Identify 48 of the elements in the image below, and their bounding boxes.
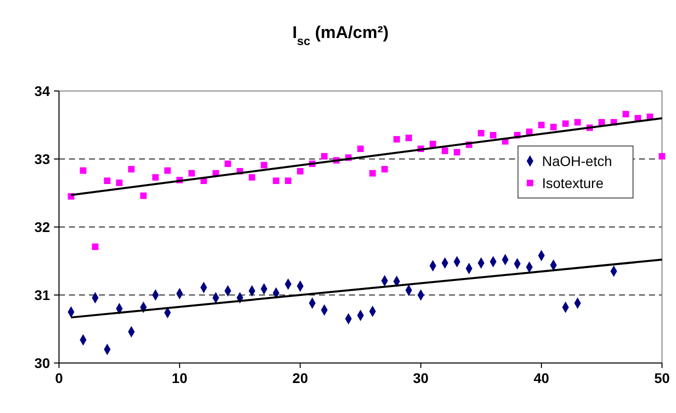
point xyxy=(381,166,388,172)
point xyxy=(357,146,364,152)
x-tick-label: 20 xyxy=(292,370,308,386)
point xyxy=(80,167,86,174)
x-tick-label: 30 xyxy=(413,370,429,386)
chart-title: I$_{sc}$ (mA/cm²) xyxy=(292,23,389,48)
point xyxy=(442,148,448,154)
x-tick-label: 10 xyxy=(172,370,188,386)
point xyxy=(598,119,605,126)
y-tick-label: 30 xyxy=(34,354,50,371)
x-tick-label: 40 xyxy=(534,370,550,386)
point xyxy=(321,153,328,160)
y-tick-label: 34 xyxy=(34,82,50,99)
y-tick-label: 33 xyxy=(34,150,50,167)
point xyxy=(406,134,412,142)
point xyxy=(478,130,484,136)
point xyxy=(562,120,569,127)
point xyxy=(104,178,110,184)
point xyxy=(272,178,280,184)
point xyxy=(224,160,232,167)
point xyxy=(188,170,195,177)
point xyxy=(284,178,292,184)
legend-label: Isotexture xyxy=(542,174,604,191)
point xyxy=(260,162,268,168)
point xyxy=(490,132,496,138)
y-tick-label: 31 xyxy=(34,286,50,303)
point xyxy=(152,174,159,181)
point xyxy=(116,180,123,186)
point xyxy=(369,170,376,177)
point xyxy=(430,140,436,148)
point xyxy=(296,168,304,174)
point xyxy=(550,124,557,130)
point xyxy=(658,153,666,160)
x-tick-label: 50 xyxy=(654,370,670,386)
point xyxy=(622,110,630,118)
point xyxy=(248,174,256,181)
point xyxy=(526,128,533,136)
legend-label: NaOH-etch xyxy=(542,152,612,169)
point xyxy=(140,192,147,199)
point xyxy=(574,119,581,126)
point xyxy=(538,122,545,128)
point xyxy=(92,243,98,250)
point xyxy=(393,136,400,143)
x-tick-label: 0 xyxy=(55,370,64,386)
point xyxy=(164,167,171,174)
y-tick-label: 32 xyxy=(34,218,50,235)
point xyxy=(128,166,135,172)
point xyxy=(454,148,460,156)
